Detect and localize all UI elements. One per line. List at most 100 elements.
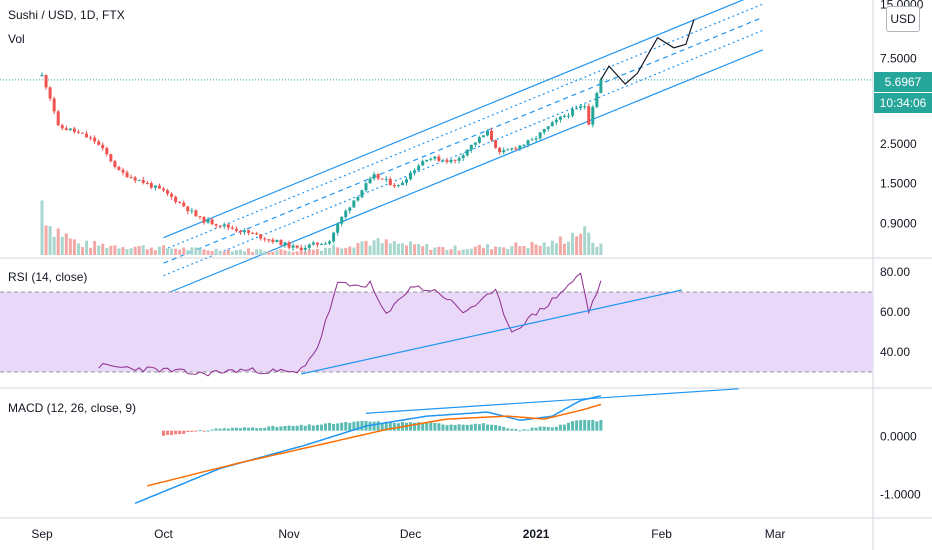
macd-histogram-bar (218, 428, 222, 431)
macd-histogram-bar (182, 430, 186, 434)
candle-body (530, 139, 534, 141)
candle-body (571, 109, 575, 116)
volume-bar (174, 248, 178, 255)
macd-histogram-bar (206, 430, 210, 432)
macd-histogram-bar (469, 424, 473, 431)
macd-histogram-bar (190, 430, 194, 432)
volume-bar (81, 246, 84, 255)
macd-histogram-bar (429, 422, 433, 431)
volume-bar (441, 247, 445, 255)
rsi-trendline (301, 289, 683, 375)
volume-bar (481, 247, 485, 255)
candle-body (267, 239, 271, 241)
volume-bar (599, 243, 603, 255)
volume-bar (178, 249, 182, 255)
volume-bar (303, 251, 307, 255)
candle-body (72, 128, 76, 132)
volume-bar (591, 242, 595, 255)
candle-body (486, 130, 489, 136)
candle-body (76, 131, 80, 133)
volume-bar (186, 250, 190, 255)
volume-bar (510, 246, 514, 255)
candle-body (166, 190, 170, 194)
candle-body (554, 119, 558, 123)
volume-bar (267, 251, 271, 255)
macd-histogram-bar (315, 424, 319, 431)
macd-histogram-bar (461, 424, 465, 431)
volume-bar (247, 248, 251, 255)
candle-body (502, 150, 506, 153)
candle-body (182, 202, 186, 207)
candle-body (494, 140, 498, 148)
macd-histogram-bar (526, 429, 530, 431)
candle-body (129, 177, 133, 179)
volume-bar (307, 249, 311, 255)
volume-bar (101, 243, 105, 255)
macd-tick-label: -1.0000 (880, 488, 921, 502)
candle-body (384, 178, 388, 180)
price-tick-label: 1.5000 (880, 177, 917, 191)
volume-bar (121, 247, 125, 255)
price-tick-label: 2.5000 (880, 137, 917, 151)
macd-histogram-bar (571, 421, 575, 431)
macd-histogram-bar (392, 422, 396, 431)
candle-body (291, 245, 295, 248)
macd-histogram-bar (380, 422, 384, 431)
macd-histogram-bar (328, 422, 332, 431)
candle-body (396, 185, 400, 187)
time-tick-label: Nov (278, 527, 299, 541)
candle-body (137, 179, 141, 181)
volume-bar (486, 244, 489, 255)
time-tick-label: Feb (651, 527, 672, 541)
volume-bar (546, 246, 550, 255)
volume-bar (336, 247, 340, 255)
macd-histogram-bar (486, 424, 489, 431)
volume-bar (396, 243, 400, 255)
candle-body (89, 137, 93, 139)
volume-bar (457, 250, 461, 255)
time-tick-label: Dec (400, 527, 421, 541)
candle-body (567, 115, 570, 117)
candle-body (141, 179, 145, 183)
candle-body (255, 233, 259, 235)
volume-bar (113, 245, 117, 255)
volume-bar (141, 245, 145, 255)
volume-bar (425, 244, 429, 255)
candle-body (271, 239, 275, 243)
volume-bar (380, 243, 384, 255)
candle-body (392, 184, 396, 187)
candle-body (60, 125, 64, 129)
candle-body (413, 170, 417, 173)
candle-body (85, 133, 89, 138)
candle-body (360, 190, 364, 198)
candle-body (44, 75, 48, 88)
candle-body (303, 247, 307, 250)
volume-bar (526, 247, 530, 255)
macd-histogram-bar (238, 428, 242, 431)
volume-bar (48, 226, 52, 255)
macd-histogram-bar (319, 424, 323, 431)
candle-body (348, 207, 352, 211)
macd-title: MACD (12, 26, close, 9) (8, 401, 137, 415)
currency-button[interactable]: USD (886, 6, 920, 32)
candle-body (283, 242, 287, 246)
volume-bar (129, 248, 133, 255)
candle-body (162, 188, 165, 191)
volume-bar (295, 251, 299, 255)
volume-bar (522, 246, 526, 255)
volume-bar (170, 248, 174, 255)
candle-body (153, 185, 157, 188)
volume-bar (567, 241, 570, 255)
candle-body (425, 159, 429, 162)
macd-histogram-bar (546, 426, 550, 431)
volume-bar (332, 244, 336, 255)
macd-histogram-bar (587, 420, 591, 431)
candle-body (68, 128, 72, 131)
candle-body (546, 126, 550, 129)
volume-bar (202, 249, 206, 255)
macd-histogram-bar (230, 427, 234, 431)
volume-bar (352, 247, 356, 255)
candle-body (550, 122, 554, 127)
macd-histogram-bar (259, 428, 263, 431)
